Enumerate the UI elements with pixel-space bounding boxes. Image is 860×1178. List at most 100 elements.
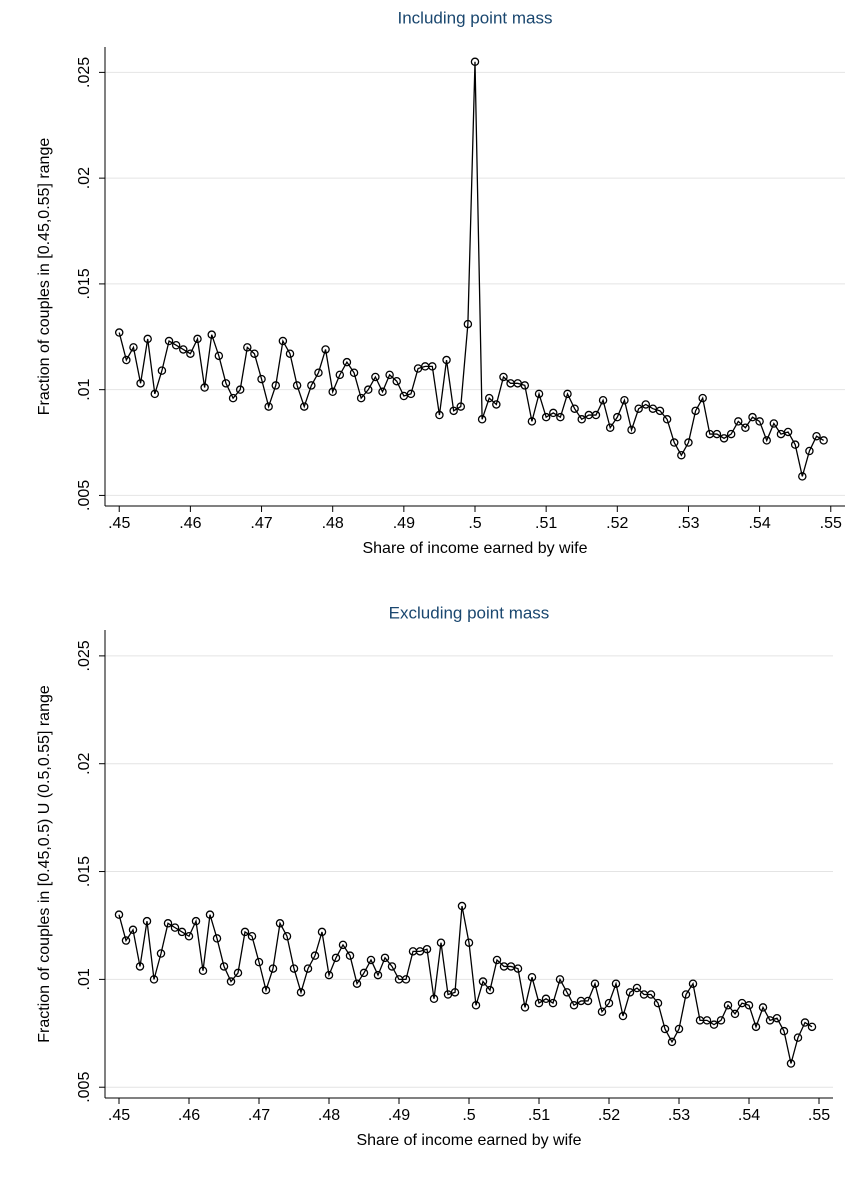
point (250, 349, 259, 358)
point (741, 423, 750, 432)
point (478, 977, 488, 986)
point (345, 951, 355, 960)
point (268, 964, 278, 973)
point (428, 362, 437, 371)
x-tick-label: .53 (677, 515, 699, 532)
point (549, 408, 558, 418)
point (324, 970, 334, 980)
point (464, 938, 474, 947)
point (121, 936, 131, 945)
point (385, 370, 394, 380)
point (271, 381, 281, 390)
panel: Including point mass .005 .01 .015 .02 .025 .4… (36, 8, 845, 557)
point (555, 975, 565, 984)
point (744, 1001, 754, 1010)
point (577, 415, 586, 424)
point (655, 406, 665, 416)
point (805, 446, 814, 456)
point (156, 949, 166, 958)
point (641, 400, 651, 409)
point (221, 379, 231, 388)
point (435, 410, 444, 420)
point (520, 381, 530, 390)
point (303, 964, 313, 973)
point (364, 385, 373, 394)
point (569, 1001, 579, 1010)
point (605, 423, 615, 432)
x-tick-label: .48 (318, 1107, 340, 1124)
point (812, 431, 821, 441)
point (114, 328, 124, 337)
point (691, 406, 700, 416)
x-tick-label: .46 (178, 1107, 200, 1124)
point (243, 343, 252, 352)
point (634, 404, 643, 413)
x-tick-label: .52 (598, 1107, 620, 1124)
x-tick-label: .49 (393, 515, 415, 532)
point (702, 1016, 712, 1025)
point (235, 385, 245, 394)
point (772, 1013, 782, 1023)
point (240, 927, 250, 937)
point (275, 919, 285, 928)
point (477, 415, 487, 424)
point (366, 955, 376, 965)
point (798, 472, 807, 481)
point (228, 393, 238, 403)
y-tick-label: .005 (76, 480, 93, 511)
point (380, 953, 390, 963)
point (114, 910, 124, 919)
point (548, 998, 558, 1008)
point (436, 938, 446, 947)
point (590, 979, 600, 988)
point (563, 389, 572, 399)
point (604, 998, 614, 1008)
point (716, 1016, 726, 1025)
point (513, 964, 523, 973)
x-tick-label: .54 (748, 515, 770, 532)
point (660, 1024, 670, 1034)
point (730, 1009, 740, 1019)
point (751, 1022, 761, 1032)
point (662, 415, 672, 424)
y-tick-label: .015 (76, 268, 93, 299)
point (342, 357, 352, 367)
point (499, 372, 508, 382)
point (282, 931, 292, 941)
x-tick-label: .55 (808, 1107, 830, 1124)
point (800, 1018, 810, 1027)
x-tick-label: .46 (179, 515, 201, 532)
y-tick-label: .01 (76, 968, 93, 990)
point (541, 994, 551, 1004)
point (264, 402, 273, 411)
panel: Excluding point mass .005 .01 .015 .02 .025 .4… (36, 603, 833, 1149)
point (598, 395, 608, 405)
y-axis-title: Fraction of couples in [0.45,0.55] range (36, 138, 53, 416)
point (254, 957, 264, 967)
point (207, 330, 216, 339)
point (819, 436, 828, 445)
point (762, 436, 771, 445)
point (317, 927, 327, 937)
x-tick-label: .48 (322, 515, 344, 532)
x-axis-title: Share of income earned by wife (362, 540, 587, 557)
point (163, 919, 173, 928)
point (677, 450, 686, 460)
x-tick-label: .45 (108, 515, 130, 532)
point (583, 996, 593, 1006)
point (292, 381, 302, 390)
point (401, 975, 411, 984)
point (698, 393, 707, 403)
point (247, 931, 257, 941)
point (449, 406, 458, 416)
point (620, 395, 629, 405)
point (684, 438, 693, 447)
point (755, 417, 764, 426)
y-tick-label: .025 (76, 57, 93, 88)
point (734, 417, 743, 426)
point (150, 389, 160, 399)
point (261, 985, 271, 995)
point (492, 955, 502, 965)
x-tick-label: .51 (528, 1107, 550, 1124)
